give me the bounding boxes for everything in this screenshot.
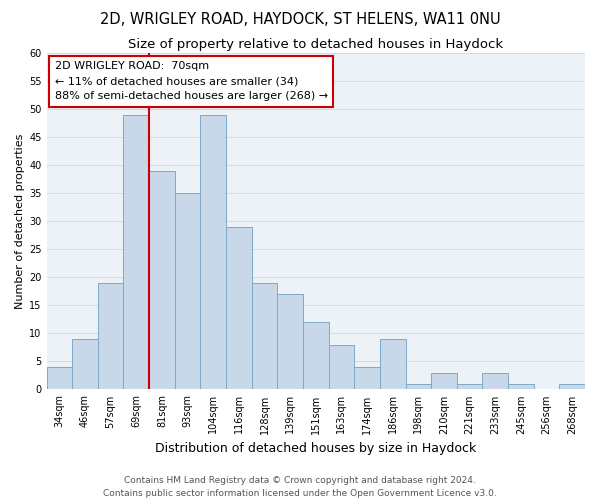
Bar <box>482 372 508 390</box>
Bar <box>277 294 303 390</box>
Bar <box>431 372 457 390</box>
Bar <box>406 384 431 390</box>
Bar <box>380 339 406 390</box>
Text: 2D, WRIGLEY ROAD, HAYDOCK, ST HELENS, WA11 0NU: 2D, WRIGLEY ROAD, HAYDOCK, ST HELENS, WA… <box>100 12 500 28</box>
Bar <box>251 283 277 390</box>
Bar <box>303 322 329 390</box>
Bar <box>329 344 354 390</box>
Bar <box>72 339 98 390</box>
Bar <box>457 384 482 390</box>
Title: Size of property relative to detached houses in Haydock: Size of property relative to detached ho… <box>128 38 503 51</box>
Text: 2D WRIGLEY ROAD:  70sqm
← 11% of detached houses are smaller (34)
88% of semi-de: 2D WRIGLEY ROAD: 70sqm ← 11% of detached… <box>55 62 328 101</box>
Bar <box>175 193 200 390</box>
Text: Contains HM Land Registry data © Crown copyright and database right 2024.
Contai: Contains HM Land Registry data © Crown c… <box>103 476 497 498</box>
Bar <box>47 367 72 390</box>
Bar <box>124 114 149 390</box>
Bar <box>149 171 175 390</box>
Bar <box>98 283 124 390</box>
X-axis label: Distribution of detached houses by size in Haydock: Distribution of detached houses by size … <box>155 442 476 455</box>
Bar <box>226 227 251 390</box>
Y-axis label: Number of detached properties: Number of detached properties <box>15 134 25 309</box>
Bar <box>559 384 585 390</box>
Bar <box>354 367 380 390</box>
Bar <box>508 384 534 390</box>
Bar <box>200 114 226 390</box>
